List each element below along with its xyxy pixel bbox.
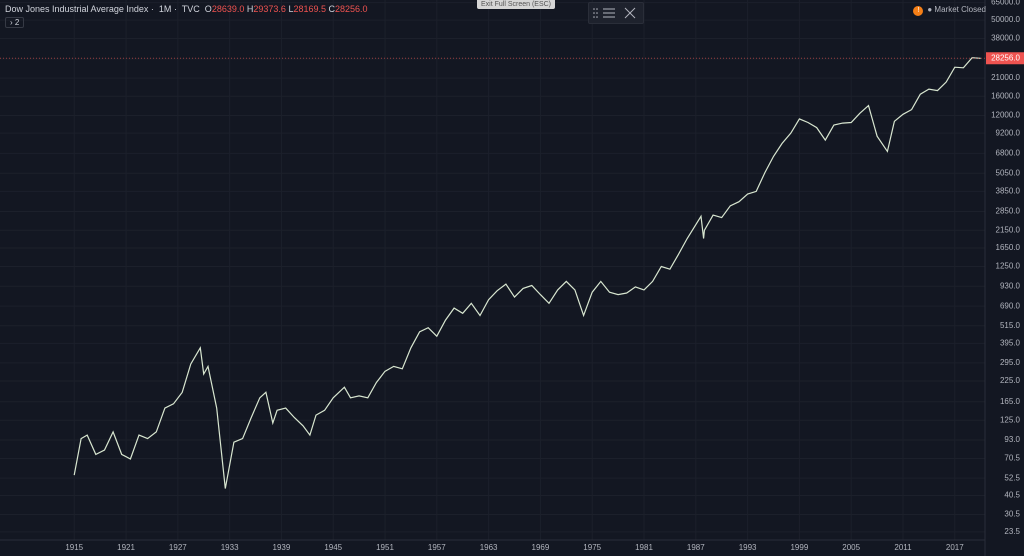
x-tick-label: 1963	[480, 543, 498, 552]
x-tick-label: 1957	[428, 543, 446, 552]
market-status: ! ● Market Closed	[913, 5, 986, 16]
y-tick-label: 225.0	[1000, 376, 1021, 385]
ohlc-key: O	[204, 4, 212, 14]
interval[interactable]: 1M	[158, 4, 172, 14]
y-tick-label: 3850.0	[996, 186, 1021, 195]
x-tick-label: 2017	[946, 543, 964, 552]
y-tick-label: 21000.0	[991, 73, 1020, 82]
x-tick-label: 1951	[376, 543, 394, 552]
ohlc: O28639.0 H29373.6 L28169.5 C28256.0	[205, 4, 368, 14]
y-tick-label: 50000.0	[991, 15, 1020, 24]
y-tick-label: 9200.0	[996, 128, 1021, 137]
ohlc-value: 28169.5	[293, 4, 326, 14]
x-tick-label: 1927	[169, 543, 187, 552]
y-tick-label: 515.0	[1000, 321, 1021, 330]
ohlc-value: 28639.0	[211, 4, 245, 14]
y-tick-label: 23.5	[1004, 527, 1020, 536]
exchange: TVC	[181, 4, 200, 14]
y-tick-label: 930.0	[1000, 281, 1021, 290]
x-tick-label: 1915	[65, 543, 83, 552]
y-tick-label: 5050.0	[996, 168, 1021, 177]
indicator-toggle[interactable]: › 2	[5, 17, 25, 28]
y-tick-label: 2850.0	[996, 207, 1021, 216]
ohlc-value: 28256.0	[335, 4, 368, 14]
y-tick-label: 40.5	[1004, 491, 1020, 500]
symbol: Dow Jones Industrial Average Index	[5, 4, 149, 14]
exit-fullscreen[interactable]: Exit Full Screen (ESC)	[477, 0, 556, 9]
last-price-label: 28256.0	[991, 53, 1020, 62]
y-tick-label: 65000.0	[991, 0, 1020, 7]
x-tick-label: 1981	[635, 543, 653, 552]
x-tick-label: 1999	[790, 543, 808, 552]
legend-header: Dow Jones Industrial Average Index · 1M …	[5, 4, 368, 14]
y-tick-label: 30.5	[1004, 510, 1020, 519]
status-text: Market Closed	[934, 5, 986, 14]
x-tick-label: 1933	[221, 543, 239, 552]
y-tick-label: 2150.0	[996, 225, 1021, 234]
y-tick-label: 295.0	[1000, 358, 1021, 367]
ohlc-key: C	[328, 4, 336, 14]
x-tick-label: 1975	[583, 543, 601, 552]
x-tick-label: 1993	[739, 543, 757, 552]
x-tick-label: 1945	[324, 543, 342, 552]
y-tick-label: 690.0	[1000, 301, 1021, 310]
x-tick-label: 1987	[687, 543, 705, 552]
ohlc-key: H	[246, 4, 254, 14]
y-tick-label: 38000.0	[991, 34, 1020, 43]
x-tick-label: 1921	[117, 543, 135, 552]
y-tick-label: 6800.0	[996, 148, 1021, 157]
y-tick-label: 93.0	[1004, 435, 1020, 444]
y-tick-label: 16000.0	[991, 91, 1020, 100]
x-tick-label: 1969	[532, 543, 550, 552]
y-tick-label: 70.5	[1004, 454, 1020, 463]
y-tick-label: 125.0	[1000, 415, 1021, 424]
y-tick-label: 12000.0	[991, 111, 1020, 120]
ohlc-value: 29373.6	[253, 4, 286, 14]
toolbar[interactable]	[588, 2, 644, 24]
x-tick-label: 2005	[842, 543, 860, 552]
y-tick-label: 52.5	[1004, 473, 1020, 482]
y-tick-label: 1250.0	[996, 262, 1021, 271]
y-tick-label: 165.0	[1000, 397, 1021, 406]
price-line	[73, 57, 981, 489]
toolbar-icons	[593, 7, 636, 19]
status-badge: !	[913, 6, 924, 16]
x-tick-label: 1939	[273, 543, 291, 552]
indicator-count: 2	[14, 18, 20, 27]
x-tick-label: 2011	[894, 543, 912, 552]
last-price-tag	[986, 52, 1024, 65]
ohlc-key: L	[288, 4, 294, 14]
y-tick-label: 395.0	[1000, 339, 1021, 348]
y-tick-label: 1650.0	[996, 243, 1021, 252]
